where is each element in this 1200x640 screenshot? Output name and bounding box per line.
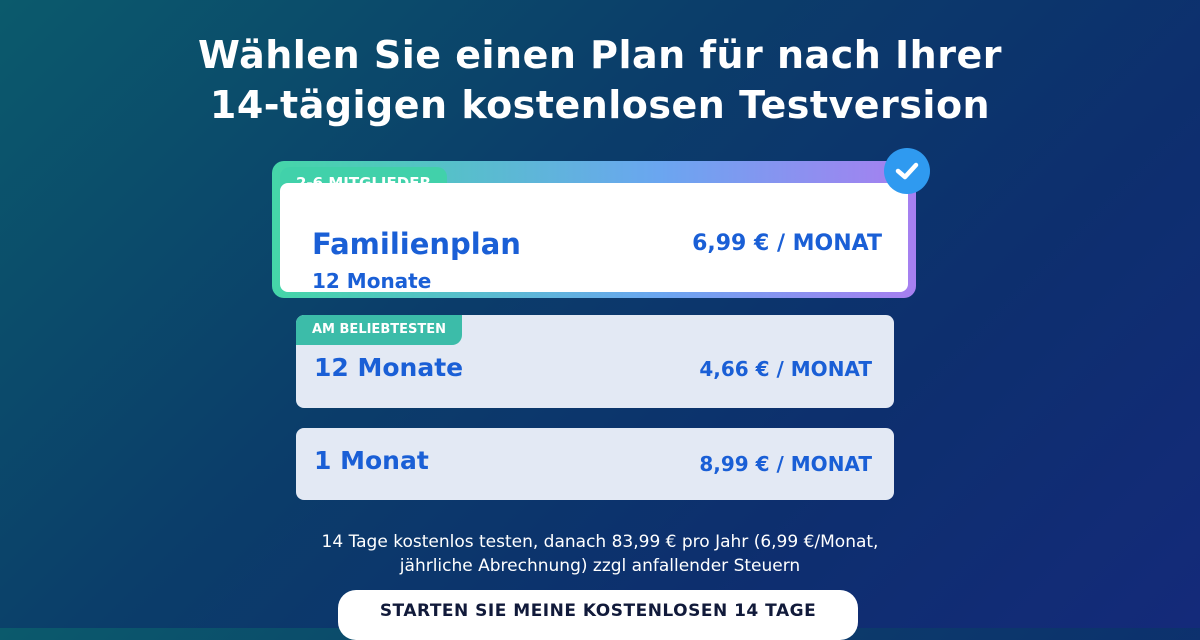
plan-price: 8,99 € / MONAT bbox=[699, 452, 872, 476]
note-line-1: 14 Tage kostenlos testen, danach 83,99 €… bbox=[321, 532, 879, 552]
plan-duration: 12 Monate bbox=[312, 269, 432, 293]
plan-card-family[interactable]: 2-6 MITGLIEDER Familienplan 12 Monate 6,… bbox=[272, 161, 916, 298]
plan-card-12-months[interactable]: AM BELIEBTESTEN 12 Monate 4,66 € / MONAT bbox=[296, 315, 894, 408]
start-trial-button[interactable]: STARTEN SIE MEINE KOSTENLOSEN 14 TAGE bbox=[338, 590, 858, 640]
page-title: Wählen Sie einen Plan für nach Ihrer 14-… bbox=[0, 30, 1200, 130]
title-line-1: Wählen Sie einen Plan für nach Ihrer bbox=[198, 33, 1002, 77]
plan-name: 1 Monat bbox=[314, 446, 429, 475]
plan-price: 4,66 € / MONAT bbox=[699, 357, 872, 381]
plan-name: 12 Monate bbox=[314, 353, 464, 382]
title-line-2: 14-tägigen kostenlosen Testversion bbox=[209, 83, 991, 127]
plan-price: 6,99 € / MONAT bbox=[692, 231, 882, 256]
plan-card-1-month[interactable]: 1 Monat 8,99 € / MONAT bbox=[296, 428, 894, 500]
popular-badge: AM BELIEBTESTEN bbox=[296, 315, 462, 345]
plan-name: Familienplan bbox=[312, 227, 521, 261]
check-icon bbox=[884, 148, 930, 194]
note-line-2: jährliche Abrechnung) zzgl anfallender S… bbox=[399, 556, 801, 576]
pricing-note: 14 Tage kostenlos testen, danach 83,99 €… bbox=[0, 530, 1200, 578]
